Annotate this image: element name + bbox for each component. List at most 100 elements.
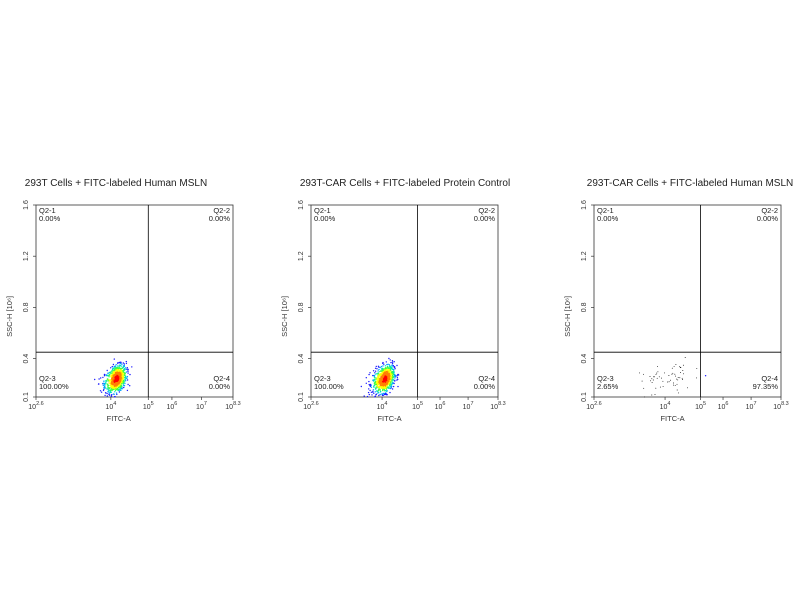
event-dot xyxy=(377,370,379,372)
event-dot xyxy=(397,385,399,388)
event-dot xyxy=(120,370,122,372)
x-tick-label: 107 xyxy=(463,401,474,411)
event-dot xyxy=(676,383,678,385)
quadrant-name: Q2-1 xyxy=(597,206,614,215)
event-dot xyxy=(639,372,640,374)
y-tick-label: 1.2 xyxy=(23,251,30,261)
event-dot xyxy=(664,372,666,374)
event-dot xyxy=(108,379,110,381)
event-dot xyxy=(383,384,385,386)
event-dot xyxy=(124,367,127,369)
event-dot xyxy=(389,365,391,367)
event-dot xyxy=(102,376,104,379)
event-dot xyxy=(384,368,386,370)
event-dot xyxy=(379,386,381,388)
y-tick-label: 0.1 xyxy=(298,392,305,402)
quadrant-percent: 0.00% xyxy=(474,214,496,223)
event-dot xyxy=(389,359,391,361)
event-dot xyxy=(119,386,122,389)
event-dot xyxy=(113,396,116,398)
x-axis-label: FITC-A xyxy=(660,414,684,423)
event-dot xyxy=(103,373,106,376)
event-dot xyxy=(112,385,114,388)
event-dot xyxy=(380,373,382,375)
x-tick-label: 104 xyxy=(660,401,671,411)
event-dot xyxy=(113,369,116,371)
event-dot xyxy=(122,374,124,376)
x-tick-label: 106 xyxy=(435,401,446,411)
y-tick-label: 0.8 xyxy=(23,302,30,312)
event-dot xyxy=(116,367,119,369)
event-dot xyxy=(687,387,688,389)
event-dot xyxy=(117,388,120,390)
event-dot xyxy=(124,372,126,375)
event-dot xyxy=(397,373,399,376)
event-dot xyxy=(677,377,679,379)
event-dot xyxy=(391,381,394,383)
event-dot xyxy=(682,379,684,381)
event-dot xyxy=(657,365,658,367)
event-dot xyxy=(682,364,684,366)
event-dot xyxy=(376,372,378,375)
event-dot xyxy=(113,378,115,380)
event-dot xyxy=(377,380,379,382)
event-dot xyxy=(382,375,384,377)
event-dot xyxy=(370,391,373,393)
event-dot xyxy=(104,394,106,397)
event-dot xyxy=(662,385,664,387)
event-dot xyxy=(388,377,391,379)
event-dot xyxy=(377,365,380,367)
chart-panel-1: 293T Cells + FITC-labeled Human MSLN 0.1 0… xyxy=(5,178,241,423)
y-tick-label: 0.1 xyxy=(581,392,588,402)
event-dot xyxy=(121,363,123,365)
event-dot xyxy=(117,362,119,364)
event-dot xyxy=(378,381,380,383)
quadrant-name: Q2-1 xyxy=(314,206,331,215)
event-dot xyxy=(116,387,119,390)
event-dots xyxy=(360,357,400,398)
event-dot xyxy=(115,382,117,384)
event-dot xyxy=(107,372,109,374)
event-dot xyxy=(673,365,675,367)
quadrant-name: Q2-3 xyxy=(597,374,614,383)
event-dot xyxy=(117,386,120,389)
event-dot xyxy=(125,378,127,380)
event-dot xyxy=(112,373,115,375)
event-dot xyxy=(386,363,388,366)
event-dot xyxy=(126,375,129,378)
quadrant-percent: 0.00% xyxy=(597,214,619,223)
event-dot xyxy=(385,390,388,392)
event-dot xyxy=(391,383,393,386)
event-dot xyxy=(125,380,127,382)
event-dot xyxy=(118,362,121,364)
event-dot xyxy=(104,383,107,385)
event-dot xyxy=(680,367,681,368)
event-dot xyxy=(114,365,117,367)
event-dot xyxy=(113,384,116,386)
y-tick-label: 0.8 xyxy=(298,302,305,312)
event-dot xyxy=(388,364,391,366)
event-dot xyxy=(389,387,391,390)
event-dot xyxy=(103,385,106,387)
event-dot xyxy=(381,389,384,392)
event-dot xyxy=(382,388,384,391)
quadrant-name: Q2-3 xyxy=(39,374,56,383)
event-dot xyxy=(382,392,384,395)
event-dot xyxy=(392,378,394,381)
event-dot xyxy=(120,389,122,391)
quadrant-name: Q2-1 xyxy=(39,206,56,215)
event-dot xyxy=(113,380,115,383)
event-dot xyxy=(373,380,375,382)
event-dot xyxy=(375,381,378,383)
event-dot xyxy=(379,371,381,373)
event-dot xyxy=(368,373,370,376)
x-tick-label: 105 xyxy=(695,401,706,411)
event-dot xyxy=(378,376,380,378)
event-dot xyxy=(117,365,119,367)
event-dot xyxy=(117,367,120,370)
y-tick-label: 1.2 xyxy=(298,251,305,261)
event-dot xyxy=(125,371,128,373)
event-dot xyxy=(118,366,120,369)
event-dot xyxy=(392,385,395,388)
event-dot xyxy=(109,380,111,382)
